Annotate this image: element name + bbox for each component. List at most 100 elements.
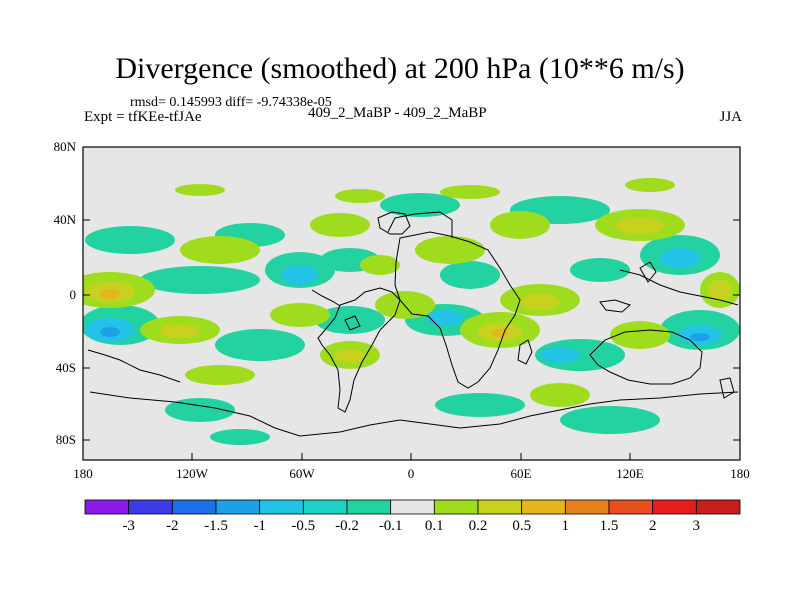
season-label: JJA xyxy=(719,109,742,125)
coastline-europe-asia xyxy=(387,211,453,238)
fill-patch xyxy=(160,324,200,338)
lat-tick-label: 40N xyxy=(53,212,76,227)
fill-patch xyxy=(140,266,260,294)
colorbar-swatch xyxy=(128,499,173,515)
fill-patch xyxy=(282,265,318,285)
colorbar-label: -0.1 xyxy=(378,518,403,534)
fill-patch xyxy=(415,236,485,264)
colorbar-swatch xyxy=(695,499,741,515)
colorbar-label: 0.1 xyxy=(424,518,444,534)
colorbar-label: 0.2 xyxy=(468,518,488,534)
fill-patch xyxy=(100,289,120,299)
lon-tick-label: 120E xyxy=(616,466,644,481)
fill-patch xyxy=(180,236,260,264)
colorbar-label: 2 xyxy=(648,518,657,534)
fill-patch xyxy=(560,406,660,434)
fill-patch xyxy=(175,184,225,196)
fill-patch xyxy=(215,329,305,361)
fill-patch xyxy=(520,294,560,310)
fill-patch xyxy=(310,213,370,237)
fill-patch xyxy=(360,255,400,275)
colorbar-swatch xyxy=(259,499,304,515)
fill-patch xyxy=(540,347,580,363)
fill-patch xyxy=(440,185,500,199)
plot-title: Divergence (smoothed) at 200 hPa (10**6 … xyxy=(115,52,685,85)
coastline-japan xyxy=(639,261,657,283)
colorbar-label: -0.5 xyxy=(291,518,316,534)
colorbar-label: -3 xyxy=(122,518,135,534)
fill-patch xyxy=(165,398,235,422)
colorbar-swatch xyxy=(84,499,130,515)
experiment-label: Expt = tfKEe-tfJAe xyxy=(84,109,202,125)
lon-tick-marks xyxy=(82,453,741,460)
colorbar-swatch xyxy=(477,499,523,515)
fill-patch xyxy=(615,218,665,234)
colorbar-label: -1.5 xyxy=(204,518,228,534)
lon-tick-label: 120W xyxy=(176,466,208,481)
coastline-australia xyxy=(589,329,703,385)
fill-patch xyxy=(660,248,700,268)
fill-patch xyxy=(85,226,175,254)
fill-patch xyxy=(315,306,385,334)
lat-tick-label: 80S xyxy=(55,432,76,447)
fill-patch xyxy=(435,393,525,417)
divergence-fill-layer xyxy=(83,178,740,445)
lat-tick-marks xyxy=(83,146,740,441)
fill-patch xyxy=(690,333,710,341)
fill-patch xyxy=(610,321,670,349)
fill-patch xyxy=(375,291,435,319)
fill-patch xyxy=(270,303,330,327)
coastline-greenland xyxy=(377,211,411,235)
lon-tick-label: 180 xyxy=(73,466,93,481)
case-label: 409_2_MaBP - 409_2_MaBP xyxy=(308,105,487,121)
lon-tick-label: 60W xyxy=(289,466,315,481)
colorbar-swatch xyxy=(433,499,479,515)
coastline-indonesia xyxy=(599,299,631,313)
colorbar-swatch xyxy=(302,499,348,515)
colorbar-label: 3 xyxy=(692,518,701,534)
coastline-south-america xyxy=(317,287,401,413)
fill-patch xyxy=(492,329,508,337)
colorbar-swatch xyxy=(521,499,566,515)
coastline-caribbean xyxy=(344,315,361,331)
colorbar-label: -2 xyxy=(166,518,179,534)
colorbar-label: 1 xyxy=(561,518,570,534)
colorbar-swatch xyxy=(346,499,392,515)
fill-patch xyxy=(380,193,460,217)
fill-patch xyxy=(490,211,550,239)
coastline-central-america xyxy=(311,289,341,307)
fill-patch xyxy=(185,365,255,385)
lon-tick-label: 180 xyxy=(730,466,750,481)
fill-patch xyxy=(210,429,270,445)
coastline-southeast-asia xyxy=(619,269,739,306)
fill-patch xyxy=(427,310,463,326)
coastline-na-west xyxy=(87,349,181,383)
colorbar-swatch xyxy=(390,499,435,515)
fill-patch xyxy=(100,327,120,337)
fill-patch xyxy=(440,261,500,289)
colorbar-label: 0.5 xyxy=(512,518,532,534)
fill-patch xyxy=(708,280,732,300)
coastline-africa xyxy=(394,231,521,389)
colorbar-label: -0.2 xyxy=(335,518,359,534)
colorbar-swatch xyxy=(171,499,217,515)
lat-tick-label: 40S xyxy=(55,360,76,375)
lon-tick-label: 60E xyxy=(510,466,532,481)
colorbar-label: -1 xyxy=(253,518,266,534)
coastline-new-zealand xyxy=(719,377,735,399)
coastlines xyxy=(87,211,739,437)
coastline-madagascar xyxy=(517,339,533,365)
fill-patch xyxy=(335,189,385,203)
colorbar-label: 1.5 xyxy=(599,518,619,534)
lat-tick-label: 0 xyxy=(69,287,77,302)
coastline-antarctica xyxy=(89,391,739,437)
stats-line: rmsd= 0.145993 diff= -9.74338e-05 xyxy=(130,95,332,110)
colorbar-swatch xyxy=(564,499,610,515)
colorbar xyxy=(84,499,741,515)
fill-patch xyxy=(335,349,365,363)
fill-patch xyxy=(530,383,590,407)
fill-patch xyxy=(625,178,675,192)
colorbar-swatch xyxy=(652,499,697,515)
lat-tick-label: 80N xyxy=(53,139,76,154)
